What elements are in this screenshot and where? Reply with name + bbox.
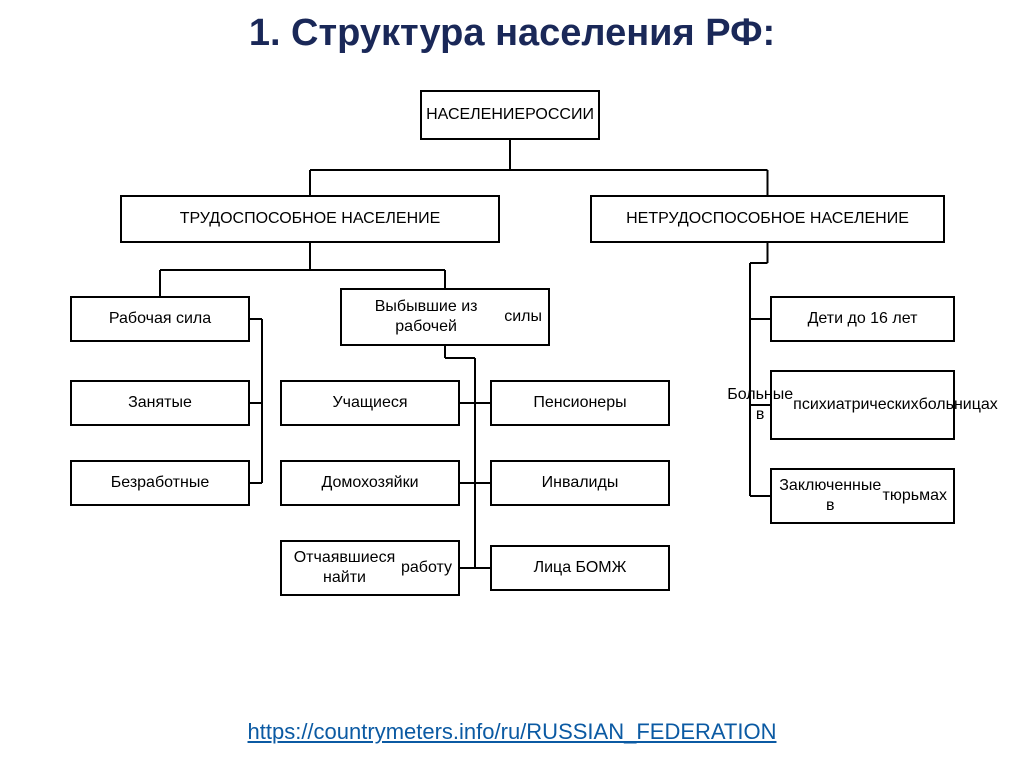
- node-labor: Рабочая сила: [70, 296, 250, 342]
- node-prison: Заключенные втюрьмах: [770, 468, 955, 524]
- node-out: Выбывшие из рабочейсилы: [340, 288, 550, 346]
- node-hosp: Больные впсихиатрическихбольницах: [770, 370, 955, 440]
- node-stud: Учащиеся: [280, 380, 460, 426]
- node-unemp: Безработные: [70, 460, 250, 506]
- node-emp: Занятые: [70, 380, 250, 426]
- source-link[interactable]: https://countrymeters.info/ru/RUSSIAN_FE…: [0, 719, 1024, 745]
- node-root: НАСЕЛЕНИЕРОССИИ: [420, 90, 600, 140]
- node-house: Домохозяйки: [280, 460, 460, 506]
- node-desp: Отчаявшиеся найтиработу: [280, 540, 460, 596]
- node-pens: Пенсионеры: [490, 380, 670, 426]
- node-unable: НЕТРУДОСПОСОБНОЕ НАСЕЛЕНИЕ: [590, 195, 945, 243]
- page-title: 1. Структура населения РФ:: [0, 12, 1024, 55]
- node-able: ТРУДОСПОСОБНОЕ НАСЕЛЕНИЕ: [120, 195, 500, 243]
- node-child: Дети до 16 лет: [770, 296, 955, 342]
- org-diagram: НАСЕЛЕНИЕРОССИИ ТРУДОСПОСОБНОЕ НАСЕЛЕНИЕ Н…: [50, 90, 974, 680]
- node-bomzh: Лица БОМЖ: [490, 545, 670, 591]
- node-inval: Инвалиды: [490, 460, 670, 506]
